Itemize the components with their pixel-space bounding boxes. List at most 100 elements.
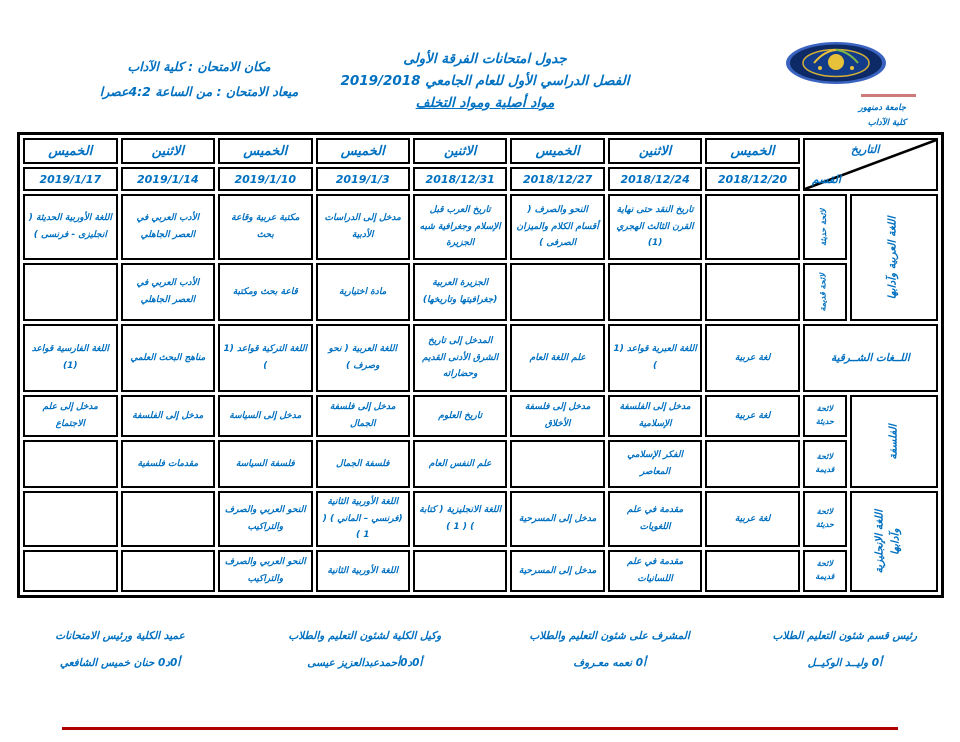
exam-subject-cell: النحو والصرف ( أقسام الكلام والميزان الص…: [510, 194, 605, 260]
day-header: الاثنين: [412, 138, 508, 164]
exam-subject-cell: فلسفة الجمال: [315, 440, 410, 488]
day-header: الاثنين: [120, 138, 216, 164]
exam-time-line: ميعاد الامتحان : من الساعة 4:2عصرا: [99, 84, 299, 99]
exam-subject-cell: تاريخ العلوم: [412, 395, 508, 437]
exam-subject-cell: اللغة العبرية قواعد (1 ): [607, 324, 703, 392]
track-name-label: لائحة قديمة: [818, 272, 828, 312]
exam-subject-cell: مادة اختيارية: [315, 263, 410, 321]
day-header: الخميس: [23, 138, 118, 164]
document-title: جدول امتحانات الفرقة الأولى الفصل الدراس…: [270, 48, 700, 114]
empty-cell: [705, 440, 800, 488]
signature-block: وكيل الكلية لشئون التعليم والطلاب أ0د0أح…: [240, 630, 490, 669]
exam-subject-cell: مدخل إلى علم الاجتماع: [23, 395, 118, 437]
date-header: 2018/12/20: [705, 167, 800, 191]
exam-subject-cell: لغة عربية: [705, 491, 800, 547]
corner-date-label: التاريخ: [850, 143, 880, 156]
university-name: جامعة دمنهور: [858, 103, 906, 113]
exam-subject-cell: مدخل إلى فلسفة الجمال: [315, 395, 410, 437]
exam-subject-cell: مدخل إلى المسرحية: [510, 491, 605, 547]
track-label-old: لائحة قديمة: [802, 263, 847, 321]
exam-subject-cell: تاريخ النقد حتى نهاية القرن الثالث الهجر…: [607, 194, 703, 260]
date-header: 2019/1/3: [315, 167, 410, 191]
track-label-old: لائحة قديمة: [802, 440, 847, 488]
exam-subject-cell: مقدمات فلسفية: [120, 440, 216, 488]
footer-divider-line: [62, 727, 898, 730]
exam-subject-cell: مدخل إلى السياسة: [218, 395, 313, 437]
empty-cell: [510, 263, 605, 321]
title-line-3: مواد أصلية ومواد التخلف: [415, 95, 555, 111]
corner-header: التاريخ القسم: [802, 138, 938, 191]
exam-subject-cell: اللغة الأوربية الثانية (فرنسي – الماني )…: [315, 491, 410, 547]
exam-subject-cell: الفكر الإسلامي المعاصر: [607, 440, 703, 488]
day-header: الاثنين: [607, 138, 703, 164]
empty-cell: [23, 549, 118, 592]
empty-cell: [120, 491, 216, 547]
exam-subject-cell: مدخل إلى فلسفة الأخلاق: [510, 395, 605, 437]
corner-dept-label: القسم: [811, 173, 841, 186]
empty-cell: [120, 549, 216, 592]
exam-subject-cell: فلسفة السياسة: [218, 440, 313, 488]
department-name-label: اللغة الإنجليزية وآدابها: [873, 509, 901, 574]
exam-subject-cell: مدخل إلى الفلسفة: [120, 395, 216, 437]
title-line-2: الفصل الدراسي الأول للعام الجامعي 2019/2…: [340, 73, 630, 89]
empty-cell: [510, 440, 605, 488]
faculty-name: كلية الآداب: [867, 118, 906, 128]
day-header: الخميس: [218, 138, 313, 164]
exam-location-line: مكان الامتحان : كلية الآداب: [127, 59, 271, 74]
day-header: الخميس: [315, 138, 410, 164]
day-header: الخميس: [510, 138, 605, 164]
exam-subject-cell: اللغة الأوربية الحديثة ( انجليزى - فرنسى…: [23, 194, 118, 260]
empty-cell: [705, 263, 800, 321]
exam-subject-cell: اللغة الفارسية قواعد (1): [23, 324, 118, 392]
exam-schedule-table: التاريخ القسم الخميس الاثنين الخميس الاث…: [17, 132, 944, 598]
signature-block: رئيس قسم شئون التعليم الطلاب أ0 وليــد ا…: [730, 630, 960, 669]
university-header: جامعة دمنهور كلية الآداب شئون الطلاب: [756, 40, 946, 146]
empty-cell: [705, 549, 800, 592]
exam-subject-cell: قاعة بحث ومكتبة: [218, 263, 313, 321]
exam-subject-cell: تاريخ العرب قبل الإسلام وجغرافية شبه الج…: [412, 194, 508, 260]
exam-subject-cell: اللغة الانجليزية ( كتابة ) ( 1 ): [412, 491, 508, 547]
exam-subject-cell: الجزيرة العربية (جغرافيتها وتاريخها): [412, 263, 508, 321]
exam-location-time: مكان الامتحان : كلية الآداب ميعاد الامتح…: [24, 54, 374, 104]
exam-subject-cell: اللغة الأوربية الثانية: [315, 549, 410, 592]
date-header: 2018/12/24: [607, 167, 703, 191]
department-name-label: الفلسفة: [887, 423, 900, 460]
signature-title: عميد الكلية ورئيس الامتحانات: [55, 630, 185, 642]
empty-cell: [23, 491, 118, 547]
title-line-1: جدول امتحانات الفرقة الأولى: [403, 51, 567, 67]
day-header: الخميس: [705, 138, 800, 164]
signature-block: عميد الكلية ورئيس الامتحانات أ0د0 حنان خ…: [0, 630, 240, 669]
exam-subject-cell: لغة عربية: [705, 324, 800, 392]
exam-subject-cell: مقدمة في علم اللسانيات: [607, 549, 703, 592]
university-logo-icon: [756, 40, 946, 97]
exam-subject-cell: الأدب العربي في العصر الجاهلي: [120, 194, 216, 260]
exam-subject-cell: مقدمة في علم اللغويات: [607, 491, 703, 547]
department-philosophy: الفلسفة: [849, 395, 938, 488]
exam-subject-cell: النحو العربي والصرف والتراكيب: [218, 491, 313, 547]
exam-subject-cell: مكتبة عربية وقاعة بحث: [218, 194, 313, 260]
signature-block: المشرف على شئون التعليم والطلاب أ0 نعمه …: [490, 630, 730, 669]
exam-subject-cell: مدخل إلى المسرحية: [510, 549, 605, 592]
department-english-language: اللغة الإنجليزية وآدابها: [849, 491, 938, 592]
exam-subject-cell: الأدب العربي في العصر الجاهلي: [120, 263, 216, 321]
exam-subject-cell: علم النفس العام: [412, 440, 508, 488]
exam-subject-cell: مدخل إلى الفلسفة الإسلامية: [607, 395, 703, 437]
signature-title: المشرف على شئون التعليم والطلاب: [529, 630, 690, 642]
exam-subject-cell: مناهج البحث العلمي: [120, 324, 216, 392]
department-name-label: اللغة العربية وآدابها: [886, 216, 899, 299]
signature-name: أ0 نعمه معـروف: [573, 657, 646, 669]
date-header: 2019/1/10: [218, 167, 313, 191]
signature-name: أ0د0 حنان خميس الشافعي: [59, 657, 181, 669]
date-header: 2018/12/27: [510, 167, 605, 191]
exam-subject-cell: اللغة التركية قواعد (1 ): [218, 324, 313, 392]
signature-title: رئيس قسم شئون التعليم الطلاب: [772, 630, 918, 642]
date-header: 2019/1/17: [23, 167, 118, 191]
exam-subject-cell: النحو العربي والصرف والتراكيب: [218, 549, 313, 592]
signature-name: أ0د0أحمدعبدالعزيز عيسى: [307, 657, 423, 669]
exam-subject-cell: مدخل إلى الدراسات الأدبية: [315, 194, 410, 260]
track-label-modern: لائحة حديثة: [802, 491, 847, 547]
signature-name: أ0 وليــد الوكيــل: [807, 657, 883, 669]
track-label-old: لائحة قديمة: [802, 549, 847, 592]
exam-subject-cell: لغة عربية: [705, 395, 800, 437]
